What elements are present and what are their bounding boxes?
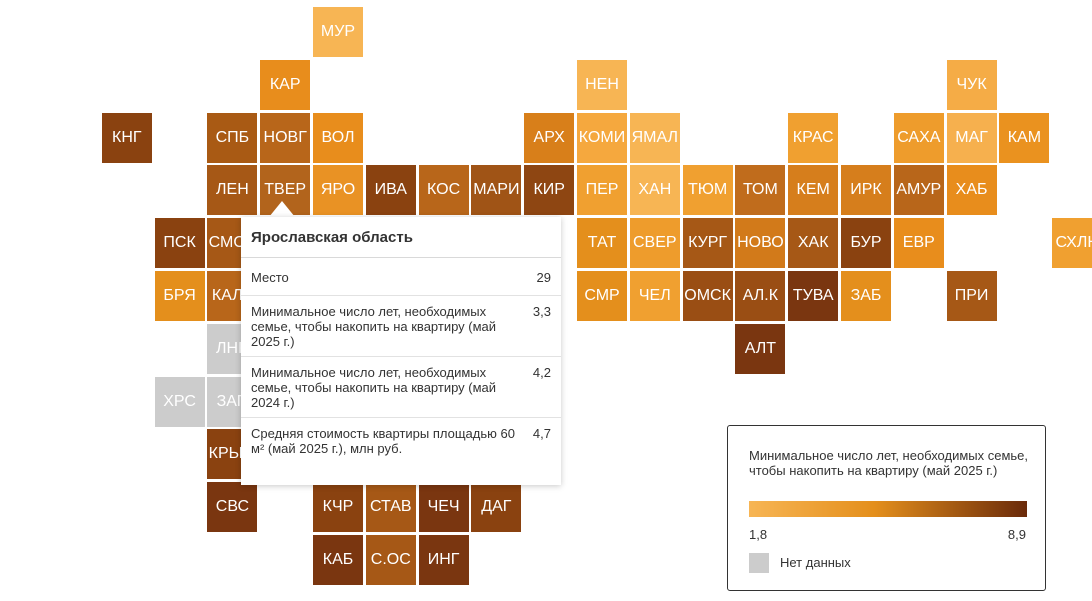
region-tile[interactable]: ЯРО <box>313 165 363 216</box>
tooltip-row-years-2025: Минимальное число лет, необходимых семье… <box>241 296 561 357</box>
region-tile[interactable]: ТУВА <box>788 271 839 321</box>
region-tile[interactable]: С.ОС <box>365 535 416 585</box>
region-tile[interactable]: ТОМ <box>735 165 786 216</box>
legend-no-data-label: Нет данных <box>780 555 851 570</box>
region-tile[interactable]: СТАВ <box>365 482 416 533</box>
region-tile[interactable]: ЗАБ <box>841 271 891 321</box>
region-tile[interactable]: ДАГ <box>471 482 522 533</box>
region-tile[interactable]: ВОЛ <box>313 112 363 163</box>
region-tile[interactable]: ТАТ <box>577 218 627 269</box>
region-tile[interactable]: АЛ.К <box>735 271 786 321</box>
region-tile[interactable]: КАБ <box>313 535 363 585</box>
region-tile[interactable]: ПРИ <box>946 271 997 321</box>
region-tile[interactable]: КАР <box>260 59 311 110</box>
tooltip-row-label: Минимальное число лет, необходимых семье… <box>251 304 497 349</box>
region-tile[interactable]: ТЮМ <box>682 165 733 216</box>
tooltip-title: Ярославская область <box>241 217 561 258</box>
region-tile[interactable]: НЕН <box>577 59 627 110</box>
region-tile[interactable]: КРАС <box>788 112 839 163</box>
region-tile[interactable]: ИРК <box>841 165 891 216</box>
tooltip-row-value: 3,3 <box>532 304 551 319</box>
tooltip-row-value: 4,7 <box>532 426 551 441</box>
region-tile[interactable]: СВЕР <box>629 218 680 269</box>
region-tile[interactable]: ОМСК <box>682 271 733 321</box>
region-tile[interactable]: ЯМАЛ <box>629 112 680 163</box>
region-tile[interactable]: НОВГ <box>260 112 311 163</box>
region-tile[interactable]: АМУР <box>893 165 944 216</box>
tooltip-row-price: Средняя стоимость квартиры площадью 60 м… <box>241 418 561 463</box>
region-tile[interactable]: ИВА <box>365 165 416 216</box>
region-tile[interactable]: КНГ <box>101 112 152 163</box>
region-tile[interactable]: ЕВР <box>893 218 944 269</box>
legend-title: Минимальное число лет, необходимых семье… <box>749 448 1029 478</box>
legend-max-label: 8,9 <box>1007 527 1026 542</box>
region-tile[interactable]: СХЛН <box>1052 218 1092 269</box>
tooltip-row-label: Минимальное число лет, необходимых семье… <box>251 365 497 410</box>
region-tile[interactable]: БРЯ <box>154 271 205 321</box>
region-tile[interactable]: СМР <box>577 271 627 321</box>
region-tile[interactable]: КАМ <box>999 112 1050 163</box>
region-tile[interactable]: ЛЕН <box>207 165 258 216</box>
tooltip-pointer <box>269 201 295 217</box>
region-tile[interactable]: АРХ <box>524 112 575 163</box>
region-tile[interactable]: ПЕР <box>577 165 627 216</box>
tooltip-row-years-2024: Минимальное число лет, необходимых семье… <box>241 357 561 418</box>
region-tile[interactable]: СВС <box>207 482 258 533</box>
legend-no-data-swatch <box>749 553 769 573</box>
region-tile[interactable]: КОС <box>418 165 469 216</box>
region-tile[interactable]: БУР <box>841 218 891 269</box>
region-tile[interactable]: КОМИ <box>577 112 627 163</box>
region-tile[interactable]: НОВО <box>735 218 786 269</box>
tooltip-row-value: 4,2 <box>532 365 551 380</box>
region-tile[interactable]: ХАБ <box>946 165 997 216</box>
region-tile[interactable]: КЕМ <box>788 165 839 216</box>
legend-gradient-bar <box>749 501 1027 517</box>
region-tile[interactable]: ПСК <box>154 218 205 269</box>
color-legend: Минимальное число лет, необходимых семье… <box>727 425 1046 591</box>
region-tile[interactable]: КУРГ <box>682 218 733 269</box>
region-tile[interactable]: ХАК <box>788 218 839 269</box>
region-tile[interactable]: ЧУК <box>946 59 997 110</box>
region-tile[interactable]: МАРИ <box>471 165 522 216</box>
tooltip-row-label: Место <box>251 269 289 285</box>
region-tile[interactable]: АЛТ <box>735 323 786 374</box>
region-tile[interactable]: ХАН <box>629 165 680 216</box>
tooltip-row-rank: Место 29 <box>241 258 561 296</box>
tooltip-row-label: Средняя стоимость квартиры площадью 60 м… <box>251 426 515 456</box>
region-tile[interactable]: ЧЕЛ <box>629 271 680 321</box>
tooltip-row-value: 29 <box>536 269 551 285</box>
region-tile[interactable]: ИНГ <box>418 535 469 585</box>
region-tile[interactable]: ЧЕЧ <box>418 482 469 533</box>
region-tooltip: Ярославская область Место 29 Минимальное… <box>241 217 561 485</box>
region-tile[interactable]: КЧР <box>313 482 363 533</box>
region-tile[interactable]: МУР <box>313 7 363 57</box>
region-tile[interactable]: ХРС <box>154 376 205 427</box>
legend-min-label: 1,8 <box>749 527 768 542</box>
region-tile[interactable]: МАГ <box>946 112 997 163</box>
region-tile[interactable]: СПБ <box>207 112 258 163</box>
region-tile[interactable]: КИР <box>524 165 575 216</box>
region-tile[interactable]: САХА <box>893 112 944 163</box>
